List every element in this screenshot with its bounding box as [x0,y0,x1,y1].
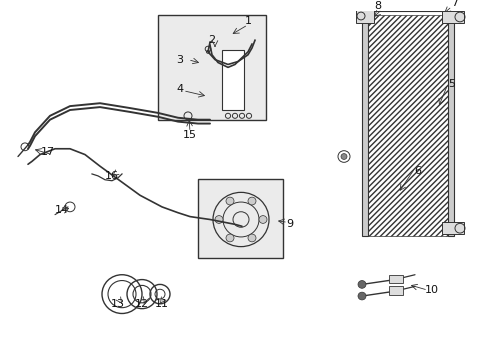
Bar [442,222,464,234]
Text: 8: 8 [374,1,382,11]
Circle shape [248,197,256,205]
Circle shape [358,280,366,288]
Circle shape [341,154,347,159]
Bar [389,275,403,283]
Text: 16: 16 [105,171,119,181]
Bar [368,15,448,236]
Circle shape [226,234,234,242]
Bar [222,50,244,110]
Bar [442,11,464,23]
Text: 6: 6 [415,166,421,176]
Bar [448,15,454,236]
Text: 9: 9 [287,219,294,229]
Circle shape [358,292,366,300]
Bar [198,179,283,258]
Circle shape [215,216,223,223]
Text: 10: 10 [425,285,439,295]
Text: 7: 7 [451,0,459,8]
Text: 1: 1 [245,16,251,26]
Circle shape [259,216,267,223]
Text: 12: 12 [135,299,149,309]
Text: 14: 14 [55,205,69,215]
Text: 5: 5 [448,79,456,89]
Bar [389,286,403,295]
Text: 17: 17 [41,147,55,157]
Text: 15: 15 [183,130,197,140]
Text: 3: 3 [176,55,183,64]
Text: 13: 13 [111,299,125,309]
Bar [158,15,266,120]
Text: 2: 2 [208,35,216,45]
Bar [356,9,374,23]
Bar [362,15,368,236]
Circle shape [226,197,234,205]
Text: 11: 11 [155,299,169,309]
Text: 4: 4 [176,84,184,94]
Circle shape [248,234,256,242]
